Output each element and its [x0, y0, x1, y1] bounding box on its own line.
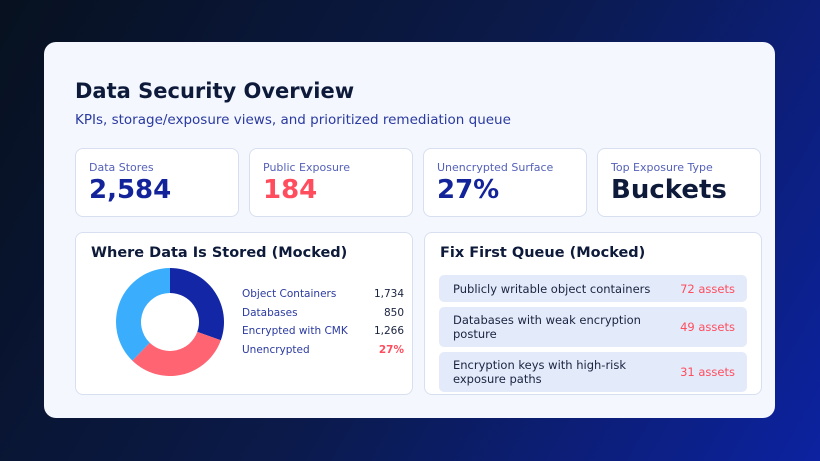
legend-label: Object Containers [242, 288, 337, 300]
legend-label: Unencrypted [242, 343, 310, 356]
storage-legend: Object Containers 1,734 Databases 850 Encr… [242, 288, 404, 362]
page-subtitle: KPIs, storage/exposure views, and priori… [75, 112, 511, 128]
kpi-top-exposure-type: Top Exposure Type Buckets [597, 148, 761, 217]
kpi-value: 27% [437, 175, 500, 205]
legend-label: Encrypted with CMK [242, 325, 348, 337]
kpi-label: Public Exposure [263, 161, 350, 174]
donut-slice-2 [116, 268, 170, 361]
queue-item-label: Encryption keys with high-risk exposure … [453, 358, 627, 386]
panel-title: Fix First Queue (Mocked) [440, 245, 646, 261]
queue-item[interactable]: Databases with weak encryption posture 49… [439, 307, 747, 347]
legend-label: Databases [242, 306, 298, 319]
panel-title: Where Data Is Stored (Mocked) [91, 245, 348, 261]
donut-slice-1 [132, 331, 221, 376]
queue-item[interactable]: Publicly writable object containers 72 as… [439, 275, 747, 302]
legend-value: 1,734 [373, 288, 404, 300]
queue-item-count: 49 assets [680, 320, 735, 334]
legend-row: Unencrypted 27% [242, 344, 404, 363]
kpi-value: Buckets [611, 175, 727, 205]
legend-value: 1,266 [373, 325, 404, 337]
queue-item[interactable]: Encryption keys with high-risk exposure … [439, 352, 747, 392]
kpi-label: Top Exposure Type [611, 161, 713, 174]
dashboard-card: Data Security Overview KPIs, storage/exp… [44, 42, 775, 418]
kpi-data-stores: Data Stores 2,584 [75, 148, 239, 217]
queue-item-count: 31 assets [680, 365, 735, 379]
queue-panel: Fix First Queue (Mocked) Publicly writab… [424, 232, 762, 395]
kpi-value: 2,584 [89, 175, 172, 205]
legend-row: Object Containers 1,734 [242, 288, 404, 307]
storage-panel: Where Data Is Stored (Mocked) Object Con… [75, 232, 413, 395]
queue-list: Publicly writable object containers 72 as… [439, 275, 747, 392]
queue-item-count: 72 assets [680, 281, 735, 296]
legend-row: Encrypted with CMK 1,266 [242, 325, 404, 344]
kpi-unencrypted-surface: Unencrypted Surface 27% [423, 148, 587, 217]
queue-item-label: Databases with weak encryption posture [453, 313, 641, 341]
legend-row: Databases 850 [242, 307, 404, 326]
kpi-label: Unencrypted Surface [437, 161, 554, 174]
storage-donut-chart [116, 268, 224, 376]
kpi-label: Data Stores [89, 161, 154, 174]
page-title: Data Security Overview [75, 79, 355, 103]
kpi-value: 184 [263, 175, 318, 205]
donut-slice-0 [170, 268, 224, 341]
kpi-public-exposure: Public Exposure 184 [249, 148, 413, 217]
legend-value: 850 [383, 306, 404, 319]
queue-item-label: Publicly writable object containers [453, 281, 651, 296]
legend-value: 27% [378, 343, 404, 356]
